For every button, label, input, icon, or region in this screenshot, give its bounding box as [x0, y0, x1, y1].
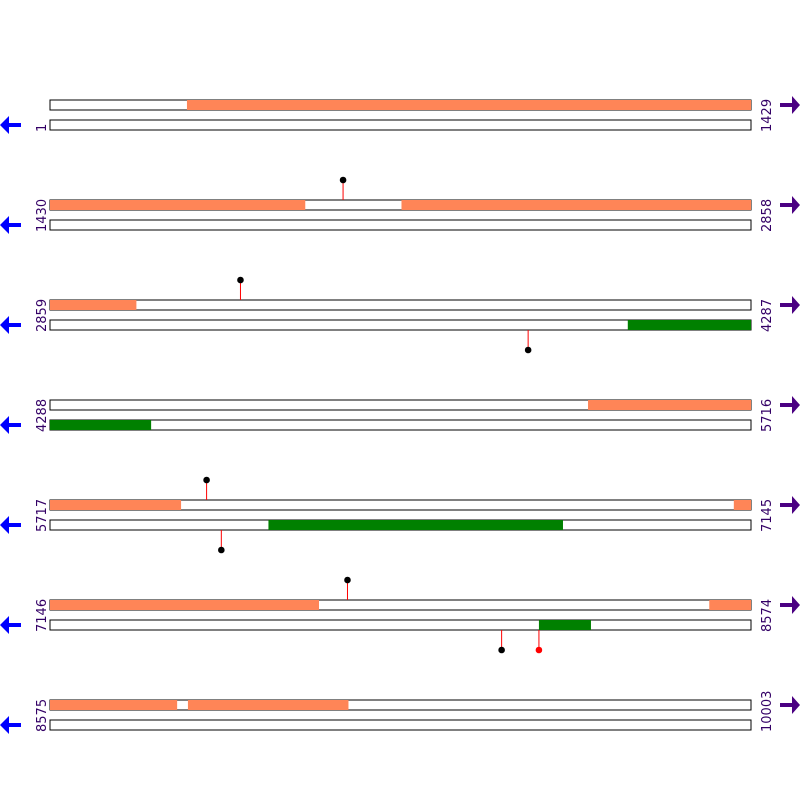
sequence-row: 5717 7145 — [0, 476, 800, 554]
reverse-strand — [49, 219, 752, 231]
forward-feature-block — [50, 600, 320, 610]
reverse-strand — [49, 119, 752, 131]
row-start-label: 7146 — [35, 599, 50, 632]
forward-direction-arrow-icon — [780, 96, 800, 114]
row-start-label: 1 — [35, 124, 50, 132]
marker-dot — [237, 276, 244, 284]
forward-direction-arrow-icon — [780, 396, 800, 414]
reverse-direction-arrow-icon — [0, 316, 21, 334]
sequence-row: 4288 5716 — [0, 396, 800, 434]
forward-direction-arrow-icon — [780, 696, 800, 714]
sequence-row: 1 1429 — [0, 96, 800, 134]
sequence-row: 2859 4287 — [0, 276, 800, 354]
reverse-feature-block — [627, 320, 751, 330]
marker-dot — [498, 646, 505, 654]
forward-feature-block — [50, 200, 306, 210]
forward-direction-arrow-icon — [780, 496, 800, 514]
row-end-label: 5716 — [760, 399, 775, 432]
reverse-direction-arrow-icon — [0, 516, 21, 534]
reverse-feature-block — [50, 420, 152, 430]
reverse-strand — [49, 719, 752, 731]
row-end-label: 8574 — [760, 599, 775, 632]
row-end-label: 2858 — [760, 199, 775, 232]
reverse-strand — [49, 619, 752, 631]
forward-feature-block — [186, 100, 751, 110]
reverse-direction-arrow-icon — [0, 116, 21, 134]
row-end-label: 1429 — [760, 99, 775, 132]
forward-feature-block — [50, 700, 178, 710]
forward-strand — [49, 299, 752, 311]
row-start-label: 2859 — [35, 299, 50, 332]
forward-direction-arrow-icon — [780, 196, 800, 214]
reverse-direction-arrow-icon — [0, 616, 21, 634]
marker-dot — [535, 646, 543, 654]
marker-dot — [339, 176, 347, 184]
row-end-label: 10003 — [760, 691, 775, 732]
reverse-direction-arrow-icon — [0, 216, 21, 234]
marker-dot — [218, 546, 225, 554]
row-start-label: 5717 — [35, 499, 50, 532]
reverse-strand — [49, 419, 752, 431]
rows-layer: 1 1429 1430 2858 2859 4287 4288 5716 5717 7145 714… — [0, 96, 800, 734]
forward-feature-block — [709, 600, 751, 610]
forward-direction-arrow-icon — [780, 296, 800, 314]
forward-feature-block — [50, 500, 182, 510]
reverse-direction-arrow-icon — [0, 416, 21, 434]
marker-dot — [344, 576, 351, 584]
row-start-label: 8575 — [35, 699, 50, 732]
row-start-label: 4288 — [35, 399, 50, 432]
sequence-row: 8575 10003 — [0, 691, 800, 734]
sequence-row: 1430 2858 — [0, 176, 800, 234]
forward-feature-block — [733, 500, 751, 510]
forward-feature-block — [401, 200, 751, 210]
forward-feature-block — [588, 400, 751, 410]
row-start-label: 1430 — [35, 199, 50, 232]
row-end-label: 7145 — [760, 499, 775, 532]
reverse-feature-block — [538, 620, 591, 630]
marker-dot — [203, 476, 210, 484]
reverse-direction-arrow-icon — [0, 716, 21, 734]
forward-direction-arrow-icon — [780, 596, 800, 614]
reverse-feature-block — [268, 520, 563, 530]
forward-feature-block — [187, 700, 349, 710]
row-end-label: 4287 — [760, 299, 775, 332]
marker-dot — [524, 346, 532, 354]
sequence-row: 7146 8574 — [0, 576, 800, 654]
forward-feature-block — [50, 300, 137, 310]
